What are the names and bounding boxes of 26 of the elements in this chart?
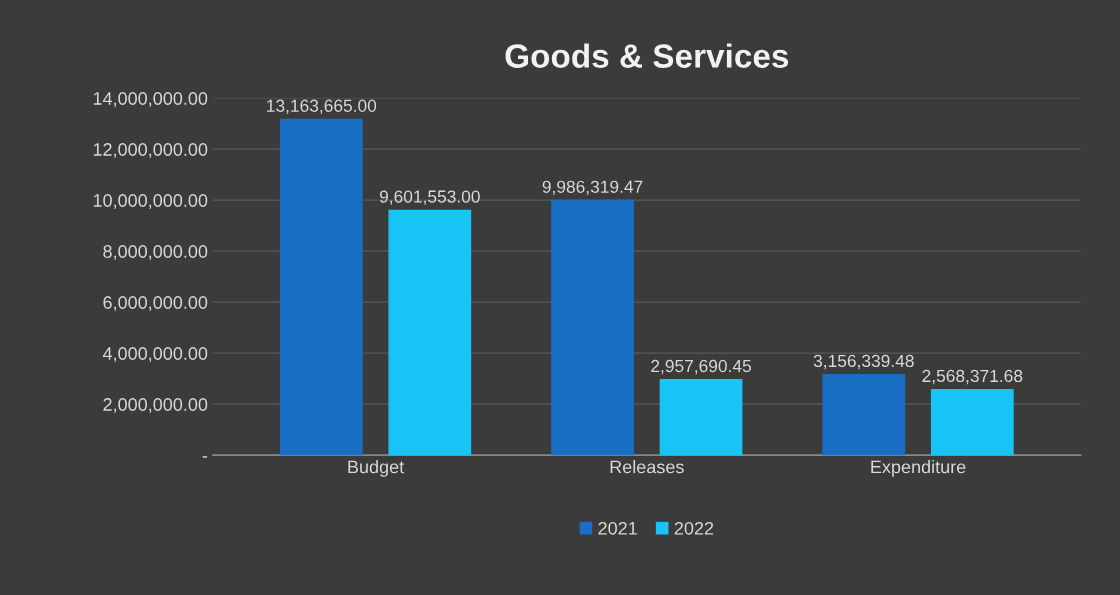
y-tick-label: 12,000,000.00	[93, 143, 208, 159]
legend-label: 2022	[674, 521, 714, 535]
y-tick-label: -	[202, 456, 208, 458]
data-label: 9,986,319.47	[542, 180, 643, 195]
y-tick-label: 4,000,000.00	[102, 347, 208, 363]
bar	[822, 373, 906, 456]
bar	[551, 199, 634, 456]
bar	[930, 388, 1014, 456]
chart-title: Goods & Services	[505, 43, 789, 68]
data-label: 13,163,665.00	[267, 99, 377, 114]
y-tick-label: 8,000,000.00	[103, 245, 208, 261]
x-tick-label: Budget	[348, 460, 405, 477]
data-label: 2,957,690.45	[651, 359, 752, 375]
y-tick-label: 2,000,000.00	[103, 398, 208, 414]
data-label: 9,601,553.00	[379, 190, 480, 205]
data-label: 2,568,371.68	[922, 369, 1023, 385]
x-tick-label: Expenditure	[871, 460, 966, 477]
bar	[388, 209, 472, 456]
y-tick-label: 14,000,000.00	[93, 92, 208, 108]
x-tick-label: Releases	[610, 460, 684, 474]
bar	[279, 118, 363, 456]
bar	[659, 379, 743, 456]
legend-label: 2021	[598, 521, 637, 535]
y-tick-label: 6,000,000.00	[103, 296, 208, 312]
data-label: 3,156,339.48	[813, 354, 914, 370]
y-tick-label: 10,000,000.00	[93, 194, 208, 210]
